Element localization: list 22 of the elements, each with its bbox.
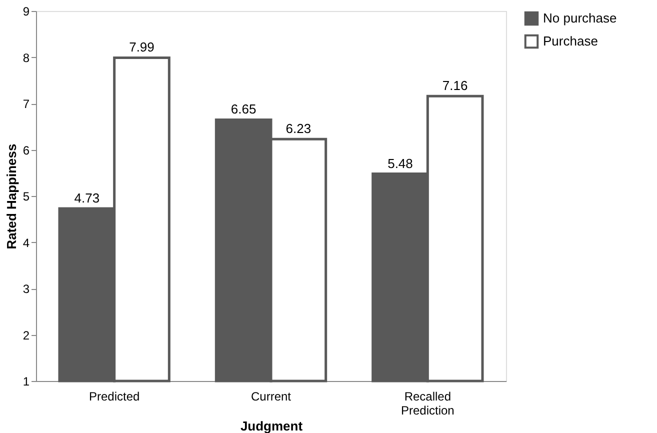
data-label: 7.16 [442, 78, 468, 94]
y-tick-label: 1 [22, 374, 30, 388]
y-tick-label: 2 [22, 328, 30, 342]
x-tick-label: Recalled Prediction [400, 390, 454, 418]
data-label: 6.23 [286, 121, 312, 136]
data-label: 6.65 [230, 102, 256, 117]
x-axis-title: Judgment [240, 418, 304, 433]
y-tick-label: 3 [22, 282, 30, 296]
y-tick-label: 9 [22, 4, 30, 18]
legend-label: Purchase [543, 34, 598, 48]
data-label: 4.73 [74, 190, 100, 206]
y-axis-title: Rated Happiness [4, 144, 19, 250]
y-tick-label: 7 [22, 97, 30, 111]
data-label: 5.48 [388, 156, 413, 171]
data-label: 7.99 [129, 40, 154, 55]
y-tick-label: 5 [22, 190, 30, 204]
x-tick-label: Predicted [88, 390, 140, 404]
y-tick-label: 8 [22, 50, 30, 65]
y-tick-label: 6 [22, 143, 30, 158]
x-tick-label: Current [250, 390, 292, 404]
y-tick-label: 4 [22, 236, 30, 250]
legend-label: No purchase [543, 10, 617, 26]
